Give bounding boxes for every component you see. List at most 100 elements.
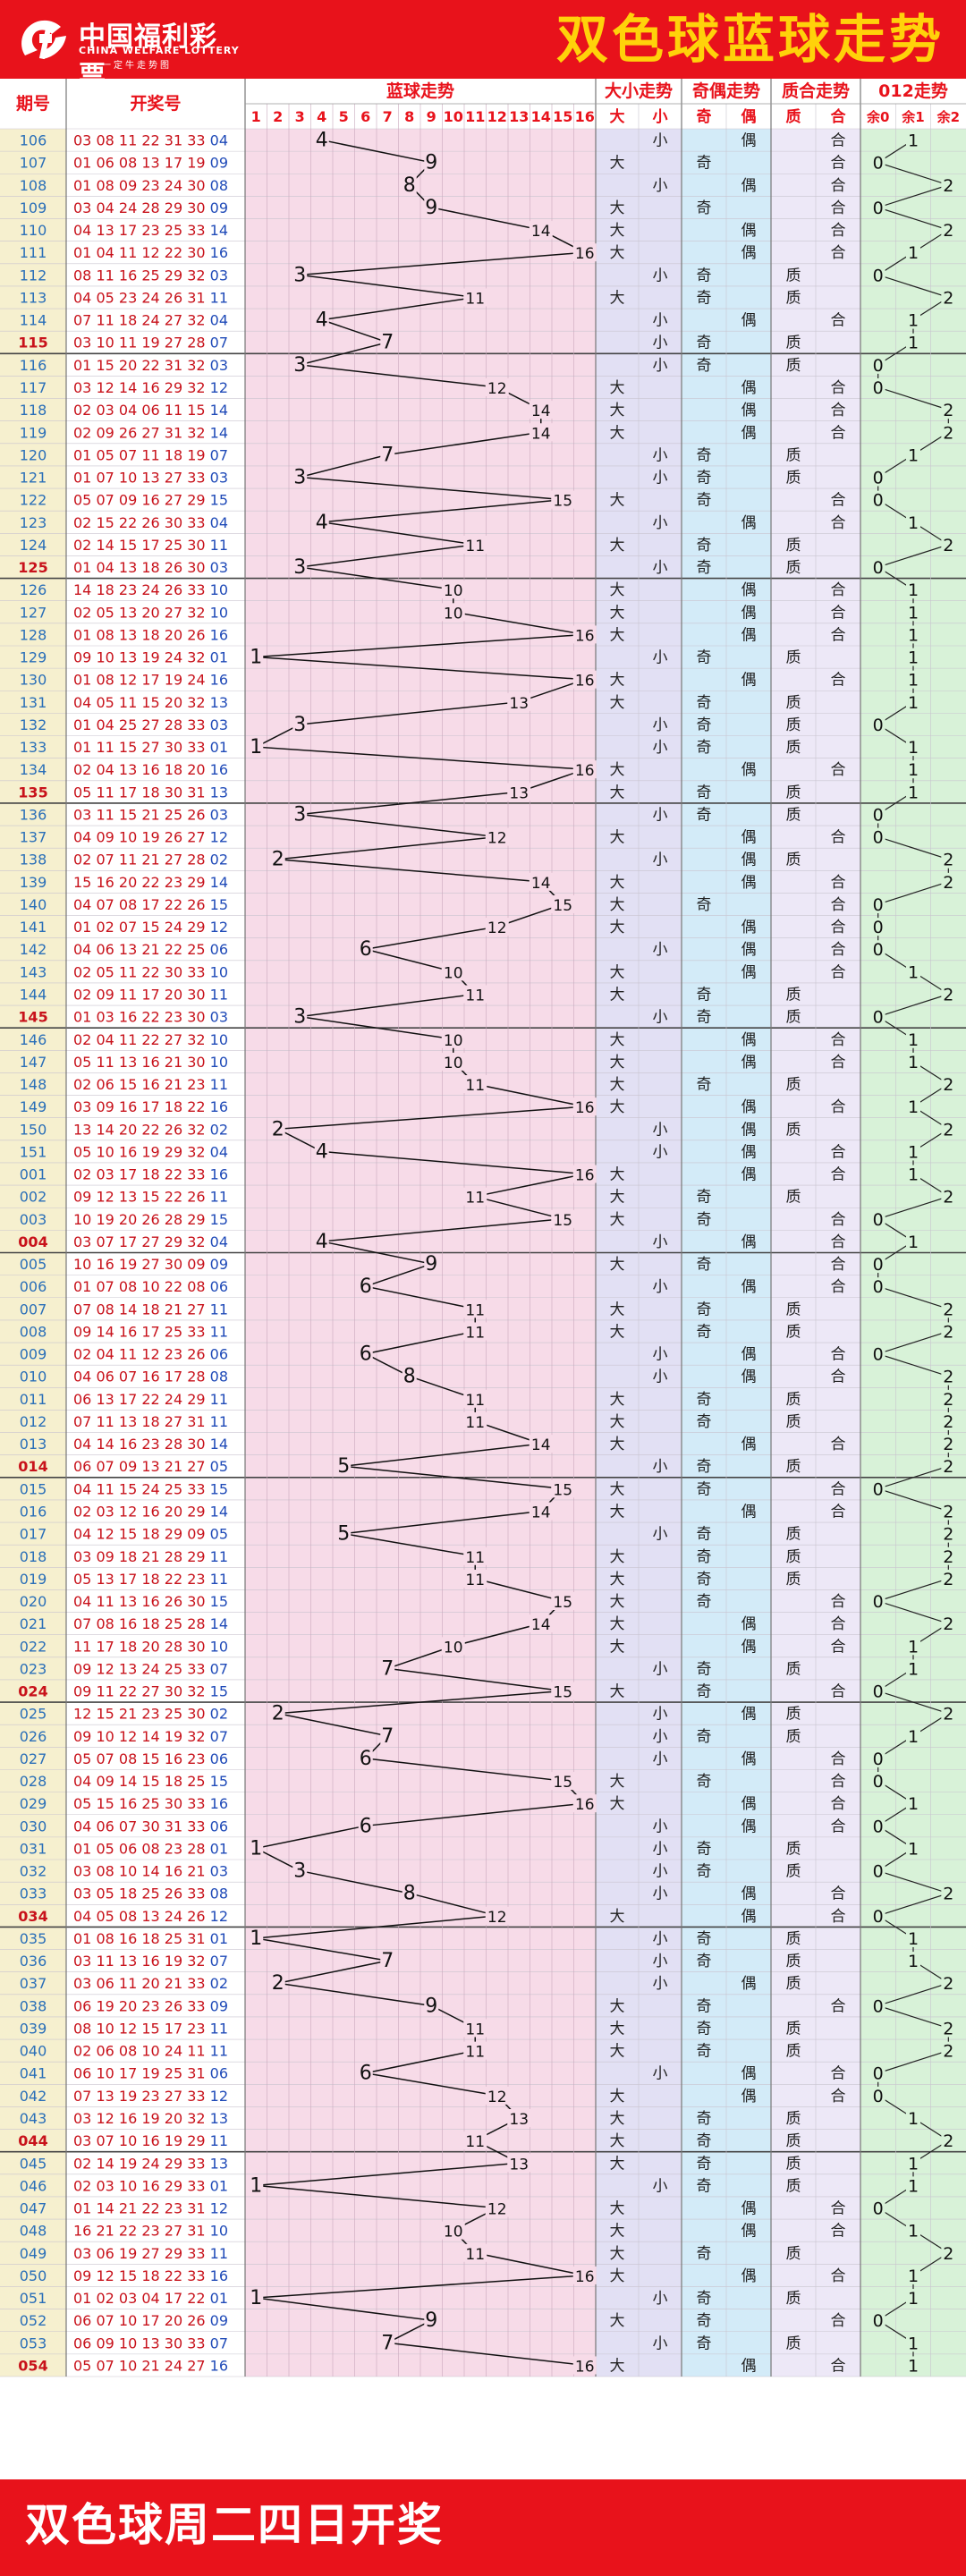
draw-numbers: 15 16 20 22 23 29 14: [73, 874, 228, 891]
blue-marker: 1: [250, 647, 262, 669]
parity-marker: 偶: [741, 222, 757, 240]
parity-marker: 偶: [741, 1615, 757, 1633]
blue-marker-bg: [292, 1861, 308, 1880]
issue-number: 002: [20, 1189, 47, 1206]
prime-marker: 合: [831, 1233, 846, 1251]
issue-number: 113: [20, 289, 47, 306]
parity-marker: 奇: [697, 1189, 712, 1207]
red-balls: 01 04 13 18 26 30: [73, 559, 206, 576]
blue-marker-bg: [485, 2199, 509, 2217]
mod-marker: 2: [943, 2244, 953, 2264]
issue-number: 138: [20, 852, 47, 869]
mod-marker: 2: [943, 1547, 953, 1567]
blue-marker-bg: [314, 310, 329, 329]
size-marker: 小: [653, 1458, 668, 1476]
red-balls: 01 02 07 15 24 29: [73, 919, 206, 936]
prime-marker: 合: [831, 424, 846, 442]
blue-marker-bg: [402, 1884, 417, 1902]
mod-marker-bg: [870, 1682, 886, 1700]
size-marker: 大: [610, 987, 625, 1004]
parity-marker: 偶: [741, 2065, 757, 2083]
prime-marker: 合: [831, 1885, 846, 1903]
size-marker: 大: [610, 424, 625, 442]
blue-marker-bg: [441, 2221, 465, 2240]
size-marker: 大: [610, 1773, 625, 1791]
red-balls: 05 15 16 25 30 33: [73, 1795, 206, 1812]
issue-number: 016: [20, 1503, 47, 1520]
mod-trend-line: [876, 140, 951, 2366]
size-marker: 小: [653, 1863, 668, 1881]
blue-ball: 06: [206, 941, 228, 958]
prime-marker: 合: [831, 1683, 846, 1701]
size-marker: 大: [610, 1571, 625, 1589]
size-marker: 大: [610, 1683, 625, 1701]
blue-marker-bg: [572, 1165, 597, 1183]
draw-numbers: 01 04 13 18 26 30 03: [73, 559, 228, 576]
blue-marker-bg: [336, 1457, 352, 1476]
blue-marker-bg: [358, 1277, 373, 1296]
blue-marker-bg: [485, 918, 509, 936]
prime-marker: 合: [831, 1436, 846, 1453]
issue-number: 122: [20, 492, 47, 509]
parity-marker: 奇: [697, 1526, 712, 1544]
prime-marker: 合: [831, 604, 846, 622]
red-balls: 07 08 16 18 25 28: [73, 1615, 206, 1632]
issue-column-header: 期号: [16, 94, 50, 114]
size-marker: 小: [653, 1278, 668, 1296]
size-marker: 小: [653, 357, 668, 375]
blue-ball: 09: [206, 1997, 228, 2014]
draw-numbers: 02 14 15 17 25 30 11: [73, 537, 228, 554]
mod-marker-bg: [906, 692, 920, 711]
issue-number: 037: [20, 1975, 47, 1992]
blue-ball: 06: [206, 1818, 228, 1835]
blue-marker: 13: [509, 695, 529, 713]
draw-numbers: 04 09 10 19 26 27 12: [73, 829, 228, 846]
size-marker: 大: [610, 672, 625, 690]
blue-ball: 14: [206, 1436, 228, 1453]
parity-marker: 奇: [697, 335, 712, 352]
parity-marker: 偶: [741, 1278, 757, 1296]
blue-marker-bg: [314, 131, 329, 149]
blue-marker: 4: [316, 1231, 328, 1253]
blue-ball: 03: [206, 716, 228, 733]
draw-numbers: 05 07 10 21 24 27 16: [73, 2357, 228, 2374]
mod-marker-bg: [870, 1861, 886, 1880]
draw-numbers: 05 11 13 16 21 30 10: [73, 1054, 228, 1071]
mod-marker: 0: [873, 1008, 884, 1028]
mod-marker: 1: [908, 1952, 919, 1971]
draw-numbers: 01 02 07 15 24 29 12: [73, 919, 228, 936]
red-balls: 04 07 08 17 22 26: [73, 896, 206, 913]
size-marker: 大: [610, 784, 625, 801]
draw-numbers: 09 12 15 18 22 33 16: [73, 2267, 228, 2284]
mod-marker-bg: [870, 1007, 886, 1026]
blue-marker-bg: [463, 535, 487, 554]
mod-marker: 2: [943, 1614, 953, 1634]
size-marker: 小: [653, 1885, 668, 1903]
red-balls: 07 13 19 23 27 33: [73, 2088, 206, 2105]
mod-marker: 1: [908, 1727, 919, 1747]
red-balls: 09 12 15 18 22 33: [73, 2267, 206, 2284]
red-balls: 08 10 12 15 17 23: [73, 2020, 206, 2037]
mod-marker: 1: [908, 580, 919, 600]
mod-marker: 2: [943, 423, 953, 443]
blue-ball: 10: [206, 581, 228, 598]
blue-trend-header: 蓝球走势: [386, 80, 454, 101]
blue-marker: 9: [425, 1253, 437, 1275]
prime-marker: 合: [831, 312, 846, 330]
parity-marker: 奇: [697, 1773, 712, 1791]
prime-marker: 合: [831, 1054, 846, 1072]
red-balls: 03 11 15 21 25 26: [73, 806, 206, 823]
issue-number: 008: [20, 1323, 47, 1340]
issue-number: 006: [20, 1278, 47, 1295]
draw-numbers: 01 08 16 18 25 31 01: [73, 1930, 228, 1947]
mod-marker-bg: [941, 2019, 956, 2038]
mod-marker: 0: [873, 2199, 884, 2219]
blue-marker: 15: [553, 1684, 572, 1702]
issue-number: 143: [20, 963, 47, 980]
blue-marker-bg: [292, 805, 308, 824]
blue-marker: 10: [444, 1055, 463, 1072]
blue-marker: 8: [403, 174, 416, 197]
issue-number: 027: [20, 1750, 47, 1767]
prime-marker: 合: [831, 1278, 846, 1296]
blue-marker-bg: [529, 1435, 553, 1453]
